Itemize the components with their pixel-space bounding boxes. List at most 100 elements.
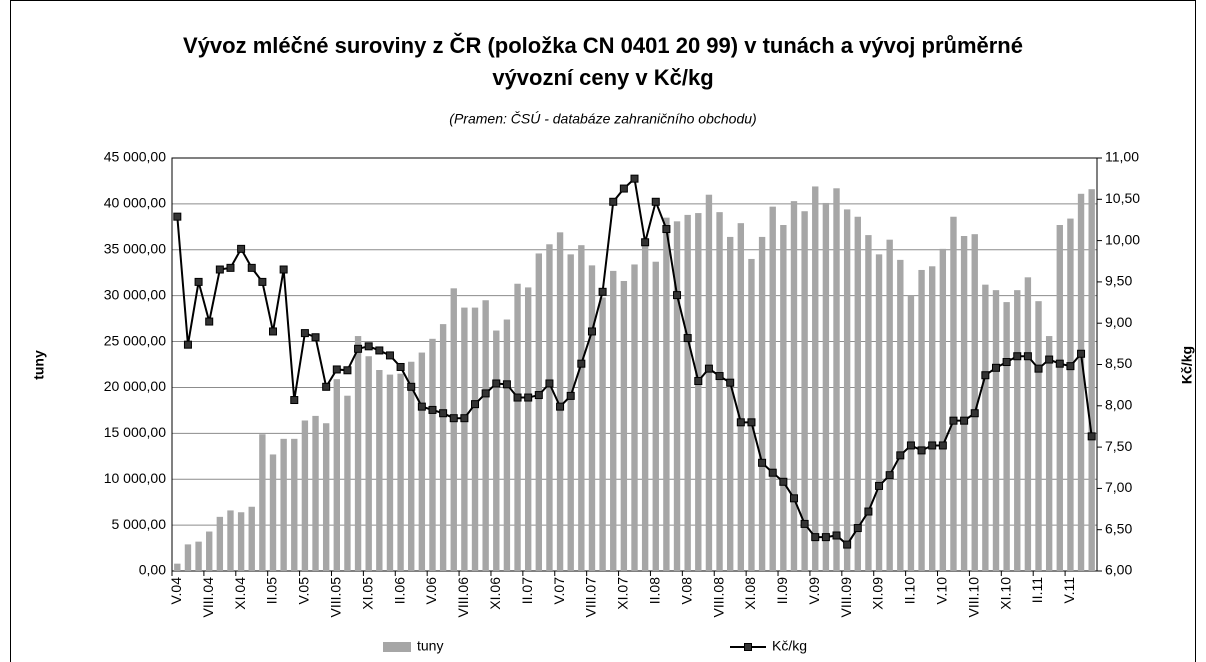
- bar: [291, 438, 298, 571]
- marker: [343, 366, 352, 375]
- x-tick-label: VIII.05: [328, 577, 344, 618]
- marker: [991, 363, 1000, 372]
- marker: [832, 531, 841, 540]
- x-tick-label: V.09: [806, 577, 822, 605]
- x-tick-label: II.09: [774, 577, 790, 604]
- marker: [715, 372, 724, 381]
- bar: [556, 232, 564, 571]
- bar: [546, 244, 553, 571]
- bar: [982, 284, 989, 571]
- bar: [237, 512, 245, 571]
- x-tick-label: V.07: [551, 577, 567, 605]
- bar: [333, 379, 340, 571]
- bar: [269, 454, 277, 571]
- marker: [258, 277, 267, 286]
- frame: [10, 0, 1196, 662]
- bar: [259, 434, 266, 571]
- marker: [864, 507, 873, 516]
- x-tick-label: II.11: [1029, 577, 1045, 603]
- marker: [789, 494, 798, 503]
- marker: [290, 396, 299, 405]
- marker: [768, 468, 777, 477]
- bar: [227, 510, 234, 571]
- marker: [960, 416, 969, 425]
- bar: [184, 544, 192, 571]
- bar: [471, 307, 479, 571]
- marker: [821, 533, 830, 542]
- bar: [1077, 193, 1085, 571]
- marker: [906, 441, 915, 450]
- x-tick-label: XI.10: [997, 577, 1013, 610]
- marker: [1066, 362, 1075, 371]
- legend-label: tuny: [417, 638, 443, 654]
- marker: [449, 414, 458, 423]
- bar: [918, 269, 925, 571]
- bar: [439, 324, 447, 571]
- x-tick-label: XI.09: [870, 577, 886, 610]
- marker: [566, 391, 575, 400]
- bar: [206, 531, 213, 571]
- bar: [716, 212, 723, 571]
- marker: [577, 359, 586, 368]
- bar: [769, 206, 776, 572]
- bar: [482, 300, 489, 571]
- y2-tick-label: 6,50: [1105, 520, 1132, 536]
- y-tick-label: 45 000,00: [104, 149, 166, 165]
- bar: [1014, 290, 1021, 571]
- bar: [1045, 336, 1053, 571]
- bar: [450, 288, 457, 571]
- legend-marker: [744, 643, 752, 651]
- marker: [598, 287, 607, 296]
- bar: [397, 373, 404, 571]
- x-tick-label: V.04: [168, 577, 184, 605]
- marker: [758, 458, 767, 467]
- bar: [950, 216, 957, 571]
- bar: [524, 287, 532, 571]
- marker: [311, 333, 320, 342]
- bar: [1024, 277, 1032, 571]
- bar: [1003, 302, 1010, 571]
- marker: [619, 184, 628, 193]
- marker: [407, 382, 416, 391]
- x-tick-label: XI.04: [232, 577, 248, 610]
- bar: [493, 330, 500, 571]
- x-tick-label: VIII.09: [838, 577, 854, 618]
- marker: [428, 405, 437, 414]
- marker: [1055, 359, 1064, 368]
- legend-swatch: [383, 642, 411, 652]
- marker: [1045, 355, 1054, 364]
- marker: [492, 379, 501, 388]
- bar: [514, 283, 521, 571]
- marker: [439, 409, 448, 418]
- y2-tick-label: 8,00: [1105, 397, 1132, 413]
- y-tick-label: 40 000,00: [104, 195, 166, 211]
- marker: [662, 225, 671, 234]
- bar: [652, 261, 659, 571]
- bar: [418, 352, 426, 571]
- y2-tick-label: 7,50: [1105, 438, 1132, 454]
- bar: [705, 194, 713, 571]
- x-tick-label: VIII.08: [710, 577, 726, 618]
- y2-tick-label: 8,50: [1105, 355, 1132, 371]
- bar: [429, 338, 436, 571]
- bar: [599, 297, 606, 571]
- x-tick-label: II.05: [264, 577, 280, 604]
- x-tick-label: XI.06: [487, 577, 503, 610]
- bar: [174, 563, 181, 571]
- marker: [471, 400, 480, 409]
- bar: [567, 254, 574, 571]
- marker: [269, 327, 278, 336]
- bar: [503, 319, 511, 571]
- x-tick-label: II.06: [391, 577, 407, 604]
- x-tick-label: V.08: [678, 577, 694, 605]
- bar: [280, 438, 287, 571]
- y-axis-title: tuny: [31, 350, 47, 380]
- marker: [396, 362, 405, 371]
- bar: [354, 336, 362, 571]
- bar: [875, 254, 883, 571]
- marker: [875, 481, 884, 490]
- bar: [1067, 218, 1074, 571]
- bar: [365, 356, 372, 571]
